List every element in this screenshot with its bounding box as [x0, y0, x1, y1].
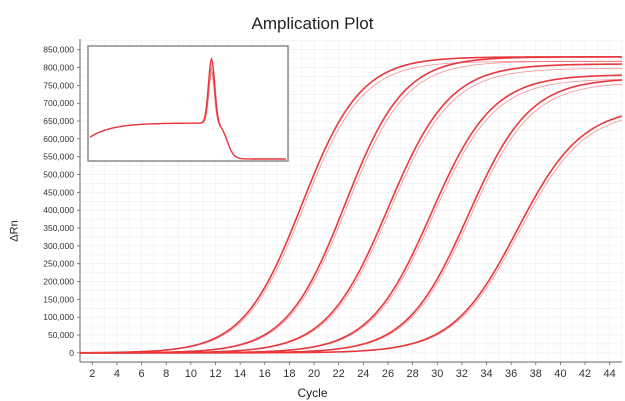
- chart-title: Amplication Plot: [251, 14, 374, 33]
- x-tick-label: 12: [209, 368, 221, 380]
- x-tick-label: 2: [89, 368, 95, 380]
- x-tick-label: 16: [259, 368, 271, 380]
- x-tick-label: 44: [604, 368, 616, 380]
- y-tick-label: 800,000: [43, 63, 74, 73]
- inset-frame: [87, 45, 289, 162]
- x-tick-label: 20: [308, 368, 320, 380]
- y-tick-label: 0: [69, 348, 74, 358]
- x-tick-label: 32: [456, 368, 468, 380]
- x-tick-label: 10: [185, 368, 197, 380]
- y-tick-label: 400,000: [43, 205, 74, 215]
- x-axis-label: Cycle: [297, 386, 328, 400]
- y-tick-label: 650,000: [43, 116, 74, 126]
- y-tick-label: 100,000: [43, 312, 74, 322]
- x-tick-label: 6: [139, 368, 145, 380]
- x-tick-label: 28: [406, 368, 418, 380]
- y-tick-label: 250,000: [43, 259, 74, 269]
- y-tick-label: 450,000: [43, 187, 74, 197]
- melt-curve: [89, 71, 286, 160]
- x-tick-label: 42: [579, 368, 591, 380]
- x-tick-label: 24: [357, 368, 369, 380]
- y-tick-label: 850,000: [43, 45, 74, 55]
- x-tick-label: 18: [283, 368, 295, 380]
- x-tick-label: 14: [234, 368, 246, 380]
- x-tick-label: 4: [114, 368, 120, 380]
- y-tick-label: 200,000: [43, 277, 74, 287]
- y-tick-label: 600,000: [43, 134, 74, 144]
- x-tick-label: 22: [333, 368, 345, 380]
- x-tick-label: 40: [554, 368, 566, 380]
- x-tick-label: 38: [530, 368, 542, 380]
- y-tick-label: 300,000: [43, 241, 74, 251]
- y-tick-label: 50,000: [48, 330, 74, 340]
- y-tick-label: 700,000: [43, 98, 74, 108]
- x-tick-label: 8: [163, 368, 169, 380]
- y-tick-label: 500,000: [43, 170, 74, 180]
- y-tick-label: 150,000: [43, 294, 74, 304]
- amplification-curve-replicate: [79, 60, 622, 354]
- y-tick-label: 350,000: [43, 223, 74, 233]
- amplification-curve-replicate: [80, 119, 623, 354]
- x-tick-label: 34: [480, 368, 492, 380]
- y-tick-label: 750,000: [43, 80, 74, 90]
- x-tick-label: 30: [431, 368, 443, 380]
- y-tick-label: 550,000: [43, 152, 74, 162]
- x-tick-label: 36: [505, 368, 517, 380]
- x-tick-label: 26: [382, 368, 394, 380]
